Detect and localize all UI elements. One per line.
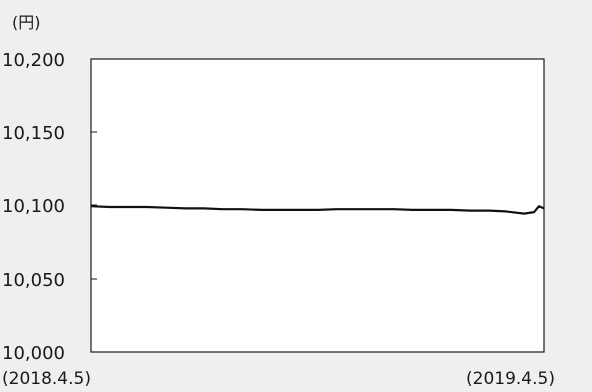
y-tick-label: 10,200: [2, 50, 65, 71]
series-line: [90, 205, 545, 215]
y-unit-label: (円): [12, 13, 41, 32]
y-tick-label: 10,100: [2, 196, 65, 217]
y-tick-label: 10,150: [2, 123, 65, 144]
y-tick-label: 10,000: [2, 343, 65, 364]
y-tick-label: 10,050: [2, 270, 65, 291]
plot-area: [90, 58, 545, 353]
x-start-label: (2018.4.5): [2, 369, 91, 389]
x-end-label: (2019.4.5): [466, 369, 555, 389]
